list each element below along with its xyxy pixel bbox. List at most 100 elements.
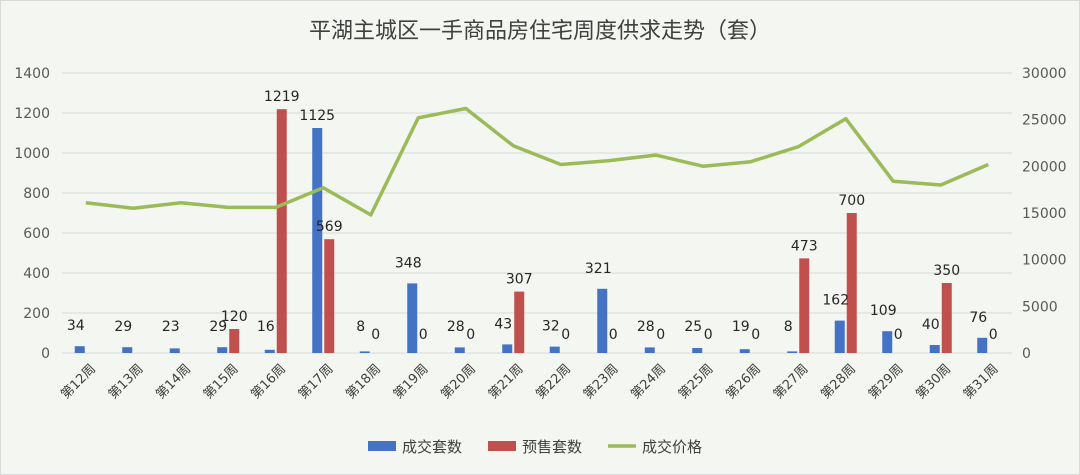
data-label: 0 (466, 327, 475, 343)
bar-presale (324, 239, 335, 353)
right-tick-label: 30000 (1022, 66, 1067, 82)
category-label: 第19周 (391, 362, 432, 403)
category-label: 第18周 (343, 362, 384, 403)
bar-deals (217, 347, 228, 353)
data-label: 120 (221, 309, 248, 325)
data-label: 321 (585, 261, 612, 277)
bar-presale (846, 213, 857, 353)
category-labels: 第12周 第13周 第14周 第15周 第16周 第17周 第18周 第19周 第20周 第21周… (58, 362, 1001, 403)
bars (74, 109, 988, 353)
bar-deals (312, 128, 323, 353)
left-tick-label: 600 (23, 226, 50, 242)
data-label: 473 (791, 238, 818, 254)
legend-item: 成交价格 (608, 438, 702, 456)
data-label: 0 (656, 327, 665, 343)
category-label: 第25周 (676, 362, 717, 403)
data-label: 0 (704, 327, 713, 343)
data-label: 8 (784, 319, 793, 335)
bar-deals (834, 320, 845, 353)
bar-deals (597, 288, 608, 353)
data-label: 23 (162, 319, 180, 335)
category-label: 第30周 (913, 362, 954, 403)
right-tick-label: 25000 (1022, 113, 1067, 129)
chart-title: 平湖主城区一手商品房住宅周度供求走势（套） (309, 19, 771, 44)
left-tick-label: 800 (23, 186, 50, 202)
left-tick-label: 200 (23, 306, 50, 322)
category-label: 第22周 (533, 362, 574, 403)
category-label: 第21周 (486, 362, 527, 403)
bar-deals (169, 348, 180, 353)
bar-deals (929, 345, 940, 353)
data-label: 29 (114, 319, 132, 335)
legend-swatch (368, 441, 396, 451)
bar-presale (276, 109, 287, 353)
data-label: 34 (67, 318, 85, 334)
data-label: 569 (316, 219, 343, 235)
bar-deals (787, 351, 798, 353)
data-label: 0 (371, 327, 380, 343)
data-label: 28 (637, 319, 655, 335)
right-axis-ticks: 0 5000 10000 15000 20000 25000 30000 (1022, 66, 1067, 362)
left-tick-label: 1200 (14, 106, 50, 122)
data-label: 16 (257, 319, 275, 335)
category-label: 第16周 (248, 362, 289, 403)
bar-presale (229, 329, 240, 353)
data-label: 0 (894, 327, 903, 343)
bar-deals (549, 346, 560, 353)
data-label: 8 (356, 319, 365, 335)
right-tick-label: 10000 (1022, 253, 1067, 269)
data-label: 109 (870, 303, 897, 319)
bar-deals (454, 347, 465, 353)
data-label: 76 (969, 310, 987, 326)
legend: 成交套数 预售套数 成交价格 (368, 438, 702, 456)
bar-deals (882, 331, 893, 353)
right-tick-label: 0 (1022, 346, 1031, 362)
data-label: 25 (684, 319, 702, 335)
left-tick-label: 1000 (14, 146, 50, 162)
category-label: 第13周 (106, 362, 147, 403)
data-label: 19 (732, 319, 750, 335)
bar-deals (502, 344, 513, 353)
category-label: 第23周 (581, 362, 622, 403)
bar-presale (799, 258, 810, 353)
right-tick-label: 15000 (1022, 206, 1067, 222)
category-label: 第24周 (628, 362, 669, 403)
left-tick-label: 400 (23, 266, 50, 282)
bar-presale (514, 291, 525, 353)
data-labels: 34 29 23 29 16 1125 8 348 28 43 32 321 28 25 19 8 162 109… (67, 89, 998, 343)
right-tick-label: 5000 (1022, 299, 1058, 315)
data-label: 162 (822, 293, 849, 309)
category-label: 第12周 (58, 362, 99, 403)
bar-deals (739, 349, 750, 353)
category-label: 第29周 (866, 362, 907, 403)
price-line (85, 106, 989, 217)
bar-deals (122, 347, 133, 353)
bar-deals (977, 337, 988, 353)
category-label: 第31周 (961, 362, 1002, 403)
data-label: 32 (542, 319, 560, 335)
data-label: 29 (209, 319, 227, 335)
bar-deals (264, 349, 275, 353)
category-label: 第20周 (438, 362, 479, 403)
data-label: 307 (506, 272, 533, 288)
bar-deals (644, 347, 655, 353)
bar-deals (692, 348, 703, 353)
category-label: 第17周 (296, 362, 337, 403)
legend-label: 成交价格 (642, 438, 702, 456)
right-tick-label: 20000 (1022, 159, 1067, 175)
legend-item: 预售套数 (488, 438, 582, 456)
category-label: 第27周 (771, 362, 812, 403)
bar-presale (941, 283, 952, 353)
data-label: 0 (989, 327, 998, 343)
data-label: 350 (933, 263, 960, 279)
legend-label: 成交套数 (402, 438, 462, 456)
bar-deals (407, 283, 418, 353)
data-label: 0 (561, 327, 570, 343)
legend-item: 成交套数 (368, 438, 462, 456)
data-label: 43 (494, 316, 512, 332)
data-label: 0 (419, 327, 428, 343)
left-axis-ticks: 0 200 400 600 800 1000 1200 1400 (14, 66, 50, 362)
bar-deals (359, 351, 370, 353)
